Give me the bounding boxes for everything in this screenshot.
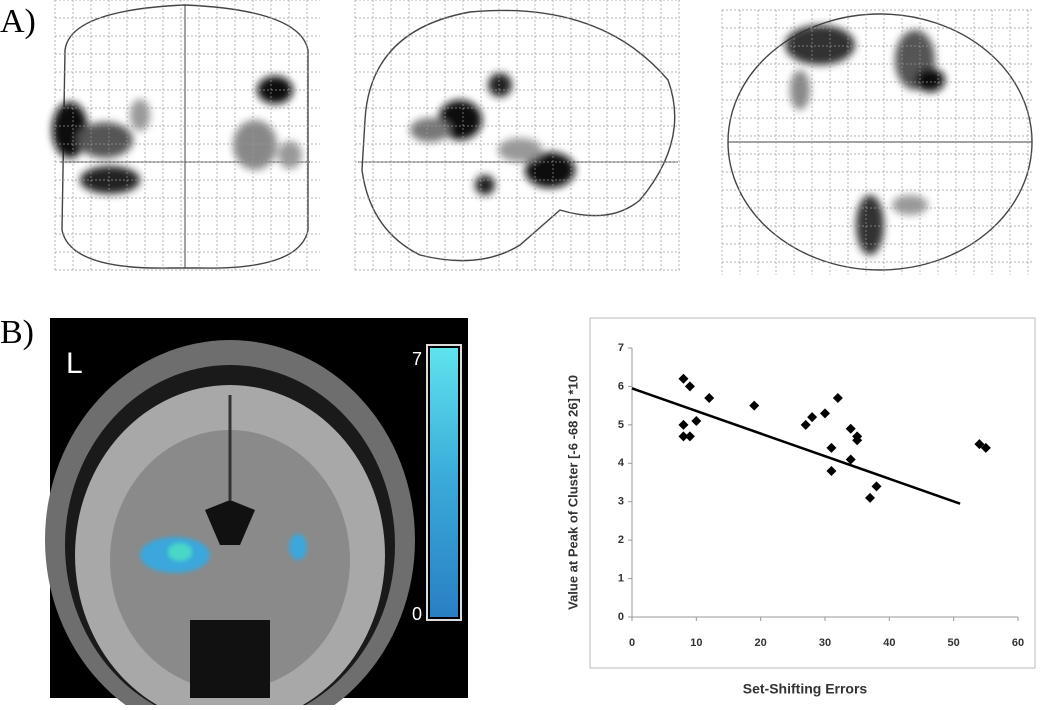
point [974,439,985,450]
point [820,408,830,419]
point [826,442,837,453]
panel-label: A) [0,3,36,40]
point [871,481,882,492]
y-tick-label: 0 [618,611,624,623]
colorbar-tick-label: 0 [412,604,422,624]
point [684,381,695,392]
colorbar-tick-label: 7 [412,349,422,369]
point [800,419,811,430]
point [980,442,991,453]
point [704,392,715,403]
x-tick-label: 40 [883,637,895,649]
point [832,392,843,403]
trend-line [631,387,961,505]
point [678,373,689,384]
brain-slice: L [45,318,468,710]
y-tick-label: 2 [618,534,624,546]
x-tick-label: 20 [755,637,767,649]
point [684,431,695,442]
x-tick-label: 30 [819,637,831,649]
y-tick-label: 3 [618,496,624,508]
y-axis-label: Value at Peak of Cluster [-6 -68 26] *10 [565,375,580,610]
colorbar [430,348,458,617]
panel-label: B) [0,314,34,351]
x-axis-label: Set-Shifting Errors [743,681,868,697]
side-label: L [66,347,83,380]
glass-brains [52,0,1033,275]
point [852,431,863,442]
point [845,423,856,434]
x-tick-label: 10 [690,637,702,649]
point [826,465,837,476]
y-tick-label: 7 [618,342,624,354]
point [691,416,702,427]
point [678,419,689,430]
point [749,400,760,411]
point [845,454,856,465]
x-tick-label: 60 [1012,637,1024,649]
y-tick-label: 4 [618,457,625,469]
point [865,492,876,503]
point [678,431,689,442]
point [807,412,818,423]
x-tick-label: 0 [629,637,635,649]
y-tick-label: 6 [618,380,624,392]
y-tick-label: 5 [618,419,624,431]
x-tick-label: 50 [948,637,960,649]
y-tick-label: 1 [618,572,624,584]
